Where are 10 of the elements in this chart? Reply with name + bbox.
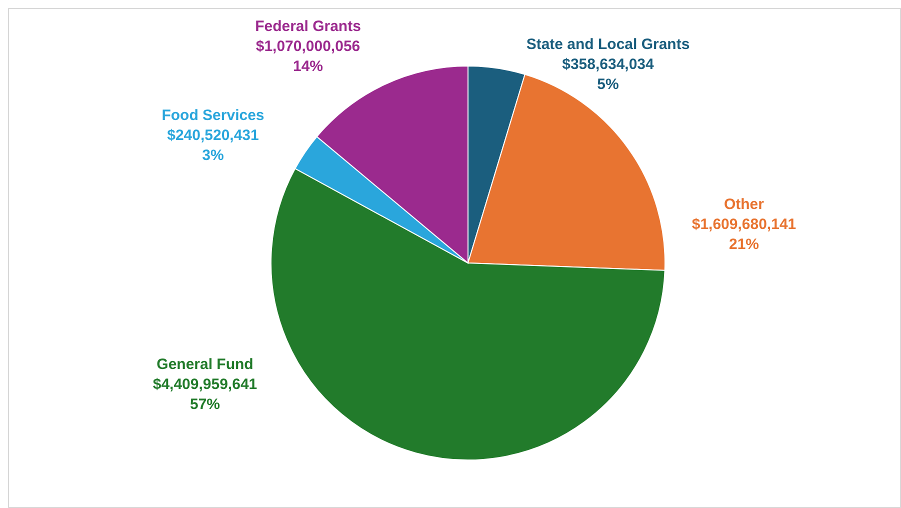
data-label: $4,409,959,641 57%	[152, 376, 258, 413]
data-label: $1,070,000,056 14%	[256, 38, 360, 75]
slice-label: State and Local Grants	[526, 36, 690, 53]
data-label: $358,634,034 5%	[562, 56, 655, 93]
slice-label: Food Services	[162, 107, 264, 124]
slice-label: Federal Grants	[255, 18, 361, 35]
slice-label: Other	[724, 196, 764, 213]
data-label: $1,609,680,141 21%	[692, 216, 796, 253]
slice-label: General Fund	[156, 356, 254, 373]
data-label: $240,520,431 3%	[167, 127, 259, 164]
